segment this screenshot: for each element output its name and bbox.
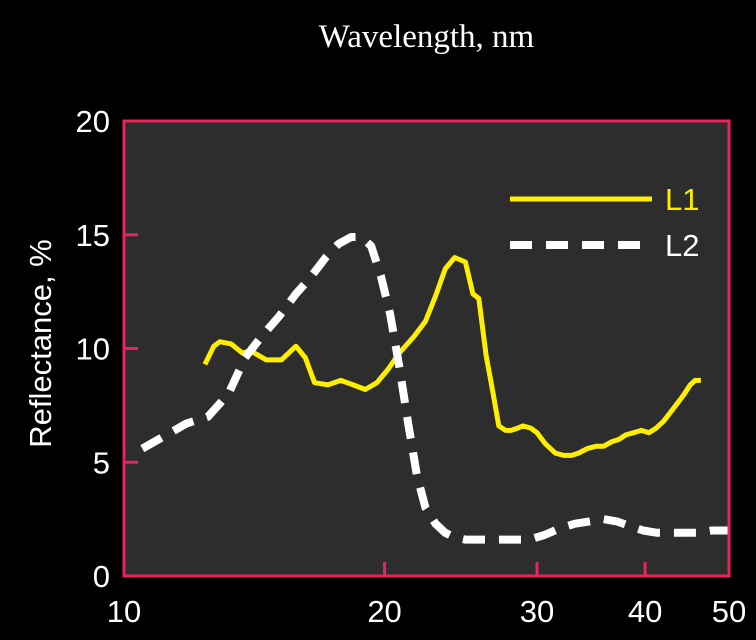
y-tick-label: 0 bbox=[93, 559, 110, 594]
x-tick-label: 20 bbox=[367, 594, 401, 629]
x-tick-label: 40 bbox=[628, 594, 662, 629]
x-tick-label: 50 bbox=[712, 594, 746, 629]
top-axis-title: Wavelength, nm bbox=[319, 19, 535, 55]
tick-labels: 102030405005101520800700600500400300 bbox=[76, 104, 747, 629]
series-layer bbox=[140, 233, 729, 544]
legend-label-l2: L2 bbox=[665, 228, 699, 263]
x-tick-label: 10 bbox=[107, 594, 141, 629]
legend-label-l1: L1 bbox=[665, 182, 699, 217]
series-line-l2 bbox=[140, 233, 729, 544]
x-tick-label: 30 bbox=[520, 594, 554, 629]
y-tick-label: 15 bbox=[76, 218, 110, 253]
y-tick-label: 5 bbox=[93, 445, 110, 480]
y-tick-label: 20 bbox=[76, 104, 110, 139]
ticks-layer bbox=[122, 119, 731, 578]
series-line-l1 bbox=[202, 255, 701, 458]
y-axis-title: Reflectance, % bbox=[23, 239, 58, 448]
y-tick-label: 10 bbox=[76, 332, 110, 367]
